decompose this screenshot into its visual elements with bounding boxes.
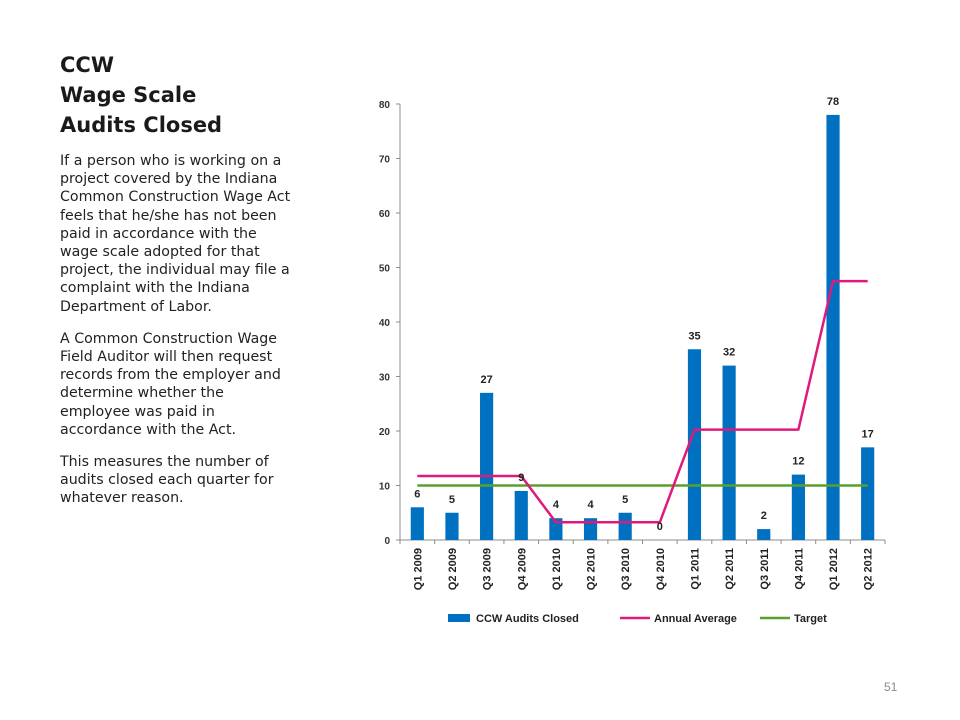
bar (687, 349, 702, 540)
bar-data-label: 32 (723, 347, 735, 359)
y-tick-label: 0 (384, 536, 390, 547)
bar (410, 507, 424, 540)
bar (583, 518, 598, 540)
legend-swatch-bars (448, 614, 470, 622)
x-tick-label: Q2 2012 (863, 548, 875, 590)
x-tick-label: Q3 2009 (482, 548, 494, 590)
bar-data-label: 35 (688, 330, 700, 342)
legend-label: CCW Audits Closed (476, 613, 579, 625)
bar (445, 512, 459, 540)
x-tick-label: Q4 2011 (793, 548, 805, 590)
x-tick-label: Q1 2011 (689, 548, 701, 590)
bar (722, 365, 736, 540)
bar-data-label: 4 (553, 499, 560, 511)
y-tick-label: 20 (379, 427, 391, 438)
x-tick-label: Q4 2010 (655, 548, 667, 590)
y-tick-label: 50 (379, 264, 391, 275)
y-tick-label: 30 (379, 373, 391, 384)
x-tick-label: Q3 2010 (620, 548, 632, 590)
title-line: Wage Scale (60, 83, 197, 107)
slide-title: CCW Wage Scale Audits Closed (60, 50, 292, 140)
bar (549, 518, 563, 540)
x-tick-label: Q2 2010 (586, 548, 598, 590)
bar (480, 392, 494, 540)
bar-data-label: 5 (449, 494, 455, 506)
page-number: 51 (884, 680, 898, 694)
y-tick-label: 80 (379, 100, 391, 111)
x-tick-label: Q1 2012 (828, 548, 840, 590)
bar (861, 447, 875, 540)
legend-label: Target (794, 613, 827, 625)
bar-data-label: 2 (761, 510, 767, 522)
description-paragraph: This measures the number of audits close… (60, 454, 274, 507)
x-tick-label: Q2 2011 (724, 548, 736, 590)
x-tick-label: Q1 2010 (551, 548, 563, 590)
bar (757, 529, 771, 540)
bar-data-label: 5 (622, 494, 628, 506)
bar-data-label: 0 (657, 521, 663, 533)
bar (826, 114, 840, 541)
bar (514, 490, 528, 540)
description-paragraph: If a person who is working on a project … (60, 153, 291, 315)
bar-data-label: 12 (792, 456, 804, 468)
x-tick-label: Q1 2009 (412, 548, 424, 590)
y-tick-label: 10 (379, 482, 391, 493)
bar-data-label: 78 (827, 96, 839, 108)
annual-average-line (417, 279, 868, 524)
bar-data-label: 27 (480, 374, 492, 386)
x-tick-label: Q4 2009 (516, 548, 528, 590)
title-line: CCW (60, 53, 114, 77)
legend-label: Annual Average (654, 613, 737, 625)
y-tick-label: 70 (379, 155, 391, 166)
text-panel: CCW Wage Scale Audits Closed If a person… (60, 50, 292, 522)
y-tick-label: 60 (379, 209, 391, 220)
bar-data-label: 17 (862, 428, 874, 440)
bar (791, 474, 805, 540)
x-tick-label: Q3 2011 (759, 548, 771, 590)
description-paragraph: A Common Construction Wage Field Auditor… (60, 330, 281, 438)
bar-data-label: 9 (518, 472, 524, 484)
bar-data-label: 4 (587, 499, 594, 511)
y-tick-label: 40 (379, 318, 391, 329)
bar (618, 512, 632, 540)
x-tick-label: Q2 2009 (447, 548, 459, 590)
title-line: Audits Closed (60, 113, 223, 137)
bar-data-label: 6 (414, 488, 420, 500)
